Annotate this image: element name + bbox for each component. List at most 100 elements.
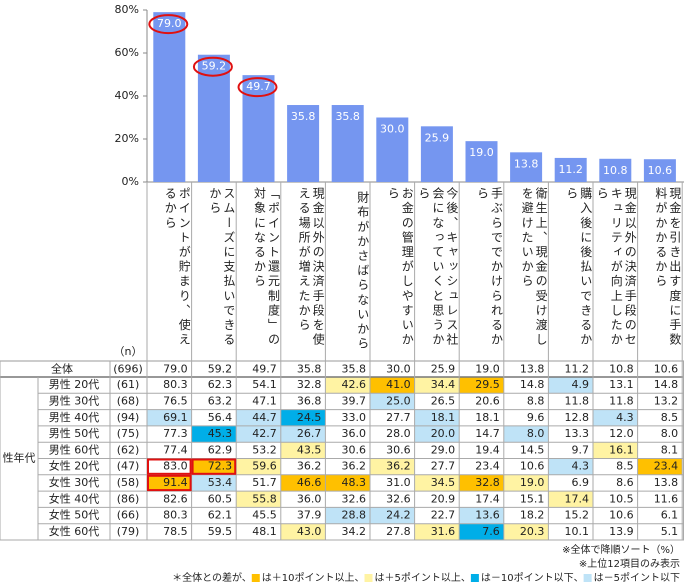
row-label: 男性 60代 xyxy=(49,442,100,456)
row-n: (696) xyxy=(113,363,143,376)
cell: 20.6 xyxy=(475,394,500,407)
row-label: 男性 20代 xyxy=(49,377,100,391)
cell: 44.7 xyxy=(252,411,277,424)
cell: 25.0 xyxy=(386,394,411,407)
cell: 48.1 xyxy=(252,525,277,538)
cell-highlight xyxy=(147,409,192,426)
cell: 80.3 xyxy=(163,378,188,391)
cell-highlight xyxy=(147,474,192,492)
row-n: (79) xyxy=(117,525,140,538)
legend-swatch xyxy=(251,574,260,582)
cell-highlight xyxy=(503,425,549,443)
cell: 34.5 xyxy=(431,476,456,489)
legend-swatch xyxy=(364,574,373,582)
cell: 13.9 xyxy=(609,525,634,538)
cell: 8.0 xyxy=(527,427,545,440)
cell-highlight xyxy=(503,474,549,492)
cell: 59.2 xyxy=(208,363,233,376)
cell-highlight xyxy=(325,377,370,394)
cell: 13.1 xyxy=(609,378,634,391)
row-n: (62) xyxy=(117,443,140,456)
cell: 15.2 xyxy=(565,509,590,522)
cell-highlight xyxy=(459,377,504,394)
cell: 18.2 xyxy=(520,509,545,522)
row-n: (86) xyxy=(117,492,140,505)
cell-highlight xyxy=(414,377,460,394)
cell-highlight xyxy=(191,458,237,475)
cell-highlight xyxy=(370,458,415,475)
cell: 12.0 xyxy=(609,427,634,440)
cell-highlight xyxy=(236,409,281,426)
cell: 36.2 xyxy=(342,460,367,473)
cell-highlight xyxy=(280,474,326,492)
cell: 30.6 xyxy=(386,443,411,456)
cell: 77.4 xyxy=(163,443,188,456)
cell: 79.0 xyxy=(163,363,188,376)
cell-highlight xyxy=(236,425,281,443)
row-n: (94) xyxy=(117,411,140,424)
value-label: 59.2 xyxy=(202,60,227,73)
cell: 9.7 xyxy=(572,443,590,456)
cell: 24.5 xyxy=(297,411,322,424)
cell: 4.3 xyxy=(572,460,590,473)
cell: 8.1 xyxy=(661,443,679,456)
bar xyxy=(153,12,186,183)
row-label: 女性 30代 xyxy=(49,475,100,489)
cell: 51.7 xyxy=(252,476,277,489)
highlight-circle xyxy=(192,56,233,77)
legend-lead: ＊全体との差が、 xyxy=(172,571,252,584)
cell-highlight xyxy=(236,458,281,475)
value-label: 25.9 xyxy=(425,131,450,144)
cell: 32.8 xyxy=(297,378,322,391)
cell-highlight xyxy=(414,409,460,426)
cell: 23.4 xyxy=(654,460,679,473)
cell-highlight xyxy=(280,523,326,540)
row-label: 男性 40代 xyxy=(49,410,100,424)
cell: 24.2 xyxy=(386,509,411,522)
cell: 13.8 xyxy=(654,476,679,489)
row-label: 全体 xyxy=(51,362,73,376)
cell: 45.5 xyxy=(252,509,277,522)
cell: 14.8 xyxy=(654,378,679,391)
cell: 43.0 xyxy=(297,525,322,538)
cell: 7.6 xyxy=(482,525,500,538)
category-label: 現金以外の決済手段を使える場所が増えたから xyxy=(297,187,326,348)
cell: 41.0 xyxy=(386,378,411,391)
category-label: お金の管理がしやすいから xyxy=(386,187,415,348)
cell: 28.0 xyxy=(386,427,411,440)
cell-highlight xyxy=(548,491,593,508)
row-label: 男性 30代 xyxy=(49,393,100,407)
cell: 35.8 xyxy=(342,363,367,376)
cell: 32.6 xyxy=(386,492,411,505)
cell: 11.8 xyxy=(609,394,634,407)
cell: 15.1 xyxy=(520,492,545,505)
cell: 36.0 xyxy=(297,492,322,505)
cell: 6.1 xyxy=(661,509,679,522)
value-label: 49.7 xyxy=(246,80,271,93)
legend-label: は＋5ポイント以上、 xyxy=(375,572,471,584)
cell: 19.0 xyxy=(475,363,500,376)
bar xyxy=(465,141,498,182)
legend-label: は＋10ポイント以上、 xyxy=(262,572,365,584)
cell: 36.2 xyxy=(386,460,411,473)
cell: 26.7 xyxy=(297,427,322,440)
row-n: (47) xyxy=(117,460,140,473)
cell: 14.8 xyxy=(520,378,545,391)
cell-highlight xyxy=(503,523,549,540)
note: ※全体で降順ソート（%） xyxy=(562,543,680,556)
bar xyxy=(510,152,543,182)
cell: 62.9 xyxy=(208,443,233,456)
row-label: 男性 50代 xyxy=(49,426,100,440)
cell: 47.1 xyxy=(252,394,277,407)
cell: 11.2 xyxy=(565,363,590,376)
cell: 26.5 xyxy=(431,394,456,407)
cell-highlight xyxy=(280,442,326,459)
cell: 10.1 xyxy=(565,525,590,538)
cell-outline xyxy=(147,458,192,475)
cell: 62.3 xyxy=(208,378,233,391)
cell: 16.1 xyxy=(609,443,634,456)
cell-highlight xyxy=(370,507,415,524)
cell-highlight xyxy=(637,458,683,475)
cell: 49.7 xyxy=(252,363,277,376)
cell: 42.6 xyxy=(342,378,367,391)
